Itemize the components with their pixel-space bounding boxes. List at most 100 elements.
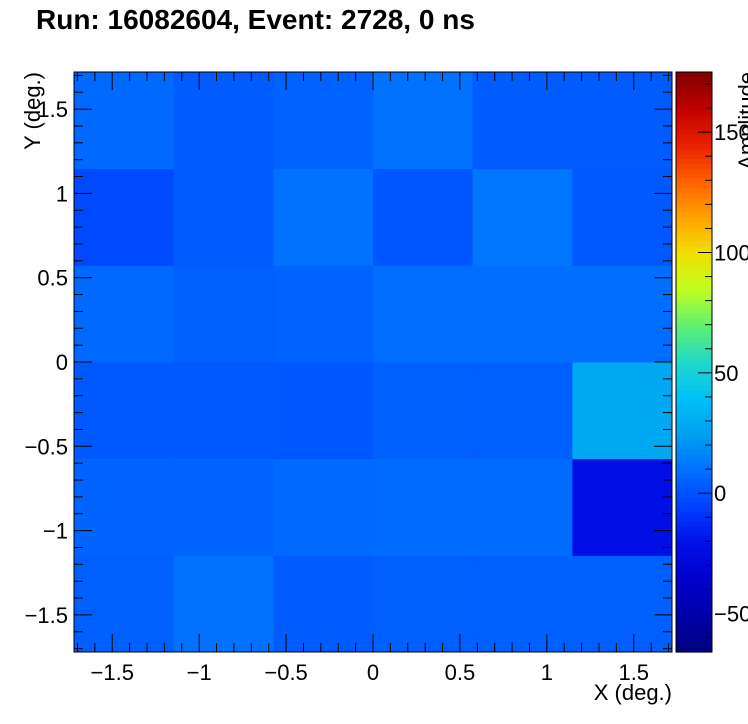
color-scale-segment bbox=[676, 105, 712, 112]
color-scale-segment bbox=[676, 453, 712, 460]
chart-title: Run: 16082604, Event: 2728, 0 ns bbox=[36, 4, 475, 35]
color-scale-segment bbox=[676, 130, 712, 136]
color-scale-segment bbox=[676, 420, 712, 426]
color-scale-segment bbox=[676, 526, 712, 532]
x-tick-label: −1.5 bbox=[91, 660, 134, 685]
color-scale-segment bbox=[676, 120, 712, 126]
color-scale-segment bbox=[676, 125, 712, 131]
y-tick-label: −1 bbox=[43, 519, 68, 544]
axes: −1.5 −1 −0.5 0 0.5 1 1.5 −1.5 −1 −0.5 0 0.5 1 1.5 bbox=[25, 71, 673, 685]
color-scale-segment bbox=[676, 313, 712, 320]
heatmap-cell bbox=[572, 555, 673, 653]
color-scale-segment bbox=[676, 188, 712, 194]
color-scale-segment bbox=[676, 357, 712, 363]
z-axis-label: Amplitude bbox=[734, 72, 748, 170]
color-scale-segment bbox=[676, 246, 712, 252]
heatmap-cell bbox=[173, 72, 274, 170]
heatmap-cell bbox=[373, 265, 474, 363]
color-scale-segment bbox=[676, 613, 712, 619]
color-scale-segment bbox=[676, 632, 712, 639]
color-scale-segment bbox=[676, 173, 712, 179]
color-scale-segment bbox=[676, 76, 712, 83]
heatmap-cell bbox=[472, 168, 573, 266]
heatmap-cell bbox=[472, 362, 573, 460]
color-scale-segment bbox=[676, 497, 712, 503]
color-scale-segment bbox=[676, 410, 712, 416]
heatmap-cell bbox=[373, 72, 474, 170]
color-scale-segment bbox=[676, 584, 712, 590]
color-scale-segment bbox=[676, 323, 712, 329]
color-scale-segment bbox=[676, 623, 712, 629]
color-scale-segment bbox=[676, 270, 712, 276]
heatmap-cell bbox=[173, 265, 274, 363]
heatmap-cell bbox=[173, 458, 274, 556]
color-scale-segment bbox=[676, 642, 712, 648]
color-scale-segment bbox=[676, 540, 712, 547]
color-scale-segment bbox=[676, 391, 712, 397]
heatmap-cell bbox=[373, 555, 474, 653]
color-scale-segment bbox=[676, 207, 712, 213]
color-scale-segment bbox=[676, 492, 712, 498]
color-scale-segment bbox=[676, 86, 712, 92]
heatmap-cell bbox=[572, 72, 673, 170]
color-scale-segment bbox=[676, 429, 712, 436]
heatmap-cell bbox=[273, 265, 374, 363]
color-scale-segment bbox=[676, 197, 712, 204]
color-scale-segment bbox=[676, 608, 712, 614]
y-tick-label: 0 bbox=[56, 350, 68, 375]
color-scale-segment bbox=[676, 163, 712, 170]
y-tick-label: 0.5 bbox=[37, 266, 68, 291]
color-scale-segment bbox=[676, 381, 712, 387]
color-scale-segment bbox=[676, 192, 712, 199]
color-scale-segment bbox=[676, 516, 712, 523]
color-scale-segment bbox=[676, 91, 712, 97]
color-scale-segment bbox=[676, 637, 712, 643]
heatmap-cell bbox=[472, 265, 573, 363]
y-tick-label: 1.5 bbox=[37, 97, 68, 122]
color-scale-segment bbox=[676, 337, 712, 344]
color-scale-segment bbox=[676, 96, 712, 102]
color-scale-bar: −50 0 50 100 150 bbox=[675, 71, 748, 653]
heatmap-cell bbox=[273, 168, 374, 266]
color-scale-segment bbox=[676, 565, 712, 571]
heatmap-cell bbox=[74, 168, 175, 266]
color-scale-segment bbox=[676, 333, 712, 339]
color-scale-segment bbox=[676, 603, 712, 610]
color-scale-tick-label: 100 bbox=[714, 240, 748, 265]
axis-labels: X (deg.) Y (deg.) Amplitude bbox=[20, 72, 748, 705]
heatmap-cell bbox=[373, 168, 474, 266]
color-scale-segment bbox=[676, 444, 712, 450]
color-scale-segment bbox=[676, 647, 712, 653]
color-scale-tick-label: 50 bbox=[714, 361, 738, 386]
x-tick-label: 0.5 bbox=[445, 660, 476, 685]
heatmap-cell bbox=[173, 362, 274, 460]
color-scale-segment bbox=[676, 376, 712, 382]
heatmap-cell bbox=[74, 72, 175, 170]
color-scale-segment bbox=[676, 550, 712, 556]
x-axis-label: X (deg.) bbox=[594, 680, 672, 705]
color-scale-segment bbox=[676, 221, 712, 228]
color-scale-segment bbox=[676, 284, 712, 291]
color-scale-segment bbox=[676, 289, 712, 295]
color-scale-segment bbox=[676, 395, 712, 402]
x-tick-label: −0.5 bbox=[264, 660, 307, 685]
color-scale-segment bbox=[676, 347, 712, 353]
x-tick-label: 0 bbox=[367, 660, 379, 685]
color-scale-segment bbox=[676, 434, 712, 440]
color-scale-segment bbox=[676, 217, 712, 223]
color-scale-segment bbox=[676, 139, 712, 146]
color-scale-segment bbox=[676, 400, 712, 407]
heatmap-cell bbox=[273, 72, 374, 170]
color-scale-segment bbox=[676, 598, 712, 605]
color-scale-segment bbox=[676, 168, 712, 175]
color-scale-segment bbox=[676, 507, 712, 513]
color-scale-segment bbox=[676, 318, 712, 324]
heatmap-cell bbox=[472, 72, 573, 170]
color-scale-segment bbox=[676, 366, 712, 373]
y-tick-label: −0.5 bbox=[25, 434, 68, 459]
color-scale-segment bbox=[676, 231, 712, 237]
color-scale-segment bbox=[676, 183, 712, 189]
color-scale-segment bbox=[676, 473, 712, 479]
color-scale-segment bbox=[676, 463, 712, 469]
heatmap-cells bbox=[74, 72, 673, 653]
